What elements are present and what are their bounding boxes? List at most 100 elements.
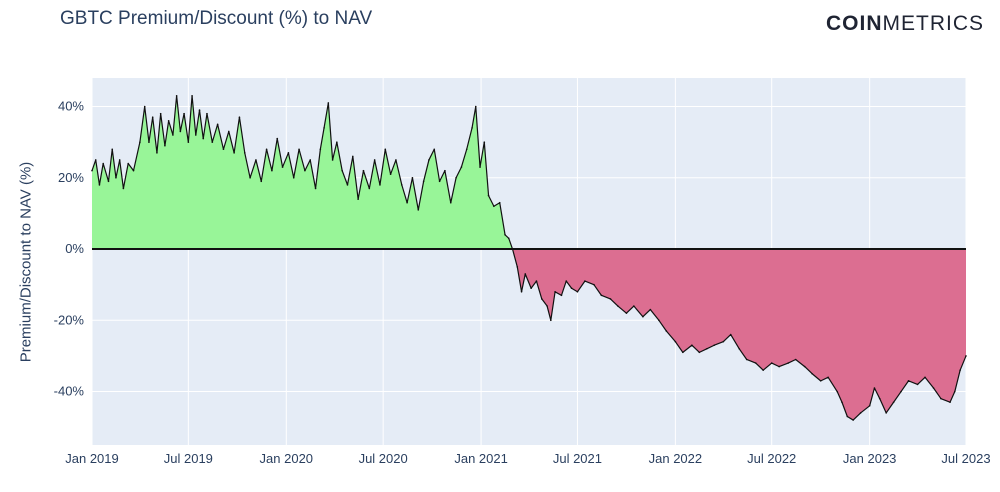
data-point — [314, 187, 317, 190]
data-point — [368, 187, 371, 190]
data-point — [428, 159, 430, 161]
x-tick-label: Jul 2021 — [553, 451, 602, 466]
data-point — [211, 141, 214, 143]
data-point — [738, 348, 741, 350]
data-point — [444, 169, 446, 172]
data-point — [172, 134, 174, 136]
data-point — [389, 173, 392, 175]
data-point — [216, 123, 219, 126]
discount-area — [92, 249, 966, 421]
data-point — [674, 340, 677, 343]
data-point — [395, 159, 397, 161]
x-tick-label: Jan 2021 — [454, 451, 508, 466]
data-point — [959, 369, 961, 371]
data-point — [139, 141, 141, 143]
data-point — [868, 405, 871, 407]
data-point — [379, 184, 381, 186]
data-point — [873, 387, 876, 389]
premium-discount-line — [91, 95, 967, 421]
data-point — [633, 305, 635, 307]
data-point — [449, 201, 452, 204]
data-point — [260, 180, 263, 183]
data-point — [304, 169, 306, 172]
data-point — [770, 362, 773, 364]
y-tick-label: 0% — [65, 241, 84, 256]
data-point — [206, 112, 208, 115]
data-point — [705, 348, 708, 350]
data-point — [122, 187, 125, 190]
data-point — [570, 287, 573, 290]
data-point — [530, 287, 532, 290]
data-point — [471, 127, 473, 129]
data-point — [417, 209, 420, 211]
x-tick-label: Jul 2020 — [359, 451, 408, 466]
data-point — [665, 330, 668, 332]
data-point — [554, 290, 556, 293]
data-point — [352, 155, 354, 158]
data-point — [323, 127, 325, 129]
x-tick-label: Jan 2023 — [843, 451, 897, 466]
data-point — [729, 333, 732, 336]
data-point — [362, 169, 365, 172]
data-point — [682, 351, 684, 354]
data-point — [346, 184, 349, 186]
data-point — [617, 305, 619, 307]
data-point — [924, 376, 926, 379]
data-point — [593, 283, 595, 286]
logo-part-coin: COIN — [826, 12, 883, 35]
data-point — [281, 166, 284, 168]
data-point — [91, 169, 93, 172]
data-point — [524, 273, 527, 275]
data-point — [649, 308, 652, 311]
data-point — [373, 159, 376, 161]
data-point — [249, 176, 251, 179]
data-point — [698, 351, 701, 354]
data-point — [722, 340, 725, 343]
data-point — [565, 280, 568, 282]
data-point — [487, 194, 490, 197]
data-point — [167, 119, 170, 122]
y-tick-label: 20% — [58, 170, 84, 185]
series-line-layer — [91, 95, 967, 421]
data-point — [111, 148, 114, 151]
data-point — [384, 148, 387, 151]
data-point — [932, 387, 935, 389]
data-point — [642, 315, 644, 318]
data-point — [498, 201, 501, 204]
data-point — [916, 383, 919, 386]
data-point — [965, 355, 967, 357]
data-point — [238, 116, 241, 118]
data-point — [852, 419, 854, 421]
x-tick-label: Jul 2019 — [164, 451, 213, 466]
data-point — [422, 180, 425, 183]
data-point — [183, 112, 185, 115]
data-point — [859, 412, 862, 414]
data-point — [841, 401, 843, 404]
data-point — [900, 390, 902, 393]
data-point — [202, 137, 205, 140]
data-point — [691, 344, 693, 347]
coinmetrics-logo: COINMETRICS — [826, 12, 984, 36]
data-point — [625, 312, 628, 314]
data-point — [885, 412, 887, 414]
data-point — [550, 319, 552, 322]
data-point — [143, 105, 146, 108]
data-point — [892, 401, 895, 404]
data-point — [127, 162, 129, 165]
data-point — [406, 201, 408, 204]
data-point — [507, 237, 510, 240]
data-point — [493, 205, 495, 208]
data-point — [115, 176, 117, 179]
data-point — [787, 362, 790, 364]
data-point — [271, 169, 273, 172]
data-point — [540, 298, 543, 300]
data-point — [276, 137, 279, 140]
premium-area — [92, 95, 966, 250]
data-point — [479, 166, 481, 168]
x-tick-label: Jul 2023 — [941, 451, 990, 466]
data-point — [878, 397, 881, 400]
data-point — [411, 176, 414, 179]
data-point — [819, 380, 822, 382]
data-point — [255, 159, 257, 161]
